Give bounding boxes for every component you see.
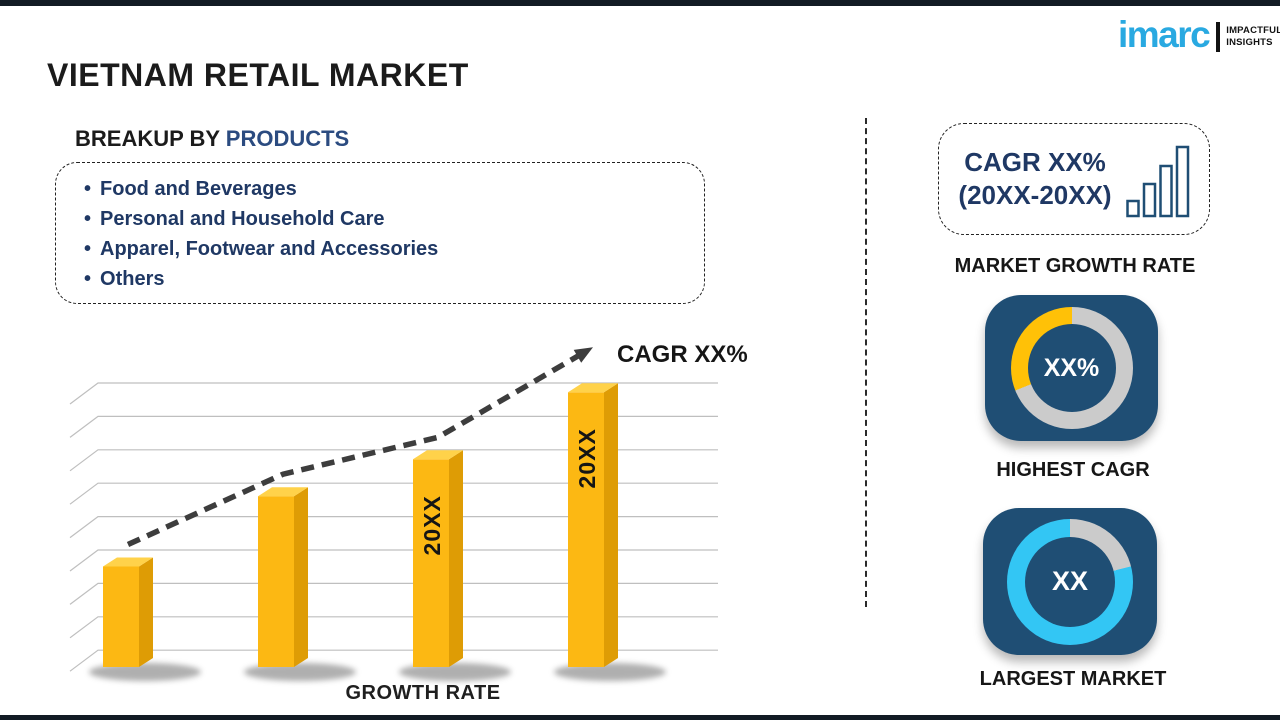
bar-year-label: 20XX	[419, 495, 445, 555]
logo-divider-bar	[1216, 21, 1221, 52]
list-item: • Food and Beverages	[84, 174, 684, 204]
largest-market-label: LARGEST MARKET	[979, 668, 1167, 690]
bar-chart-icon	[1125, 145, 1189, 218]
trend-arrowhead	[573, 347, 593, 363]
largest-market-donut-ring: XX	[1007, 518, 1133, 645]
market-growth-rate-label: MARKET GROWTH RATE	[954, 255, 1196, 277]
bar-shadow	[89, 663, 201, 681]
highest-cagr-label: HIGHEST CAGR	[996, 459, 1150, 481]
bullet-icon: •	[84, 238, 92, 260]
imarc-logo: imarc IMPACTFUL INSIGHTS	[1118, 16, 1280, 53]
bar	[103, 557, 153, 667]
bar	[258, 487, 308, 667]
bar: 20XX	[568, 383, 618, 667]
highest-cagr-card: XX%	[985, 295, 1158, 441]
imarc-logo-wordmark: imarc	[1118, 14, 1211, 55]
growth-rate-bar-chart: 20XX 20XX GROWTH RATE	[62, 330, 722, 708]
trend-cagr-label: CAGR XX%	[617, 341, 748, 368]
chart-x-axis-title: GROWTH RATE	[345, 682, 500, 704]
logo-tagline-line2: INSIGHTS	[1226, 36, 1273, 48]
cagr-summary-text: CAGR XX% (20XX-20XX)	[958, 146, 1111, 212]
highest-cagr-donut-hole: XX%	[1027, 324, 1116, 412]
page-title: VIETNAM RETAIL MARKET	[47, 57, 469, 93]
gridlines	[69, 382, 718, 672]
products-list-box: • Food and Beverages • Personal and Househo…	[55, 162, 705, 304]
logo-tagline: IMPACTFUL INSIGHTS	[1226, 25, 1280, 48]
list-item: • Personal and Household Care	[84, 204, 684, 234]
logo-tagline-line1: IMPACTFUL	[1226, 25, 1280, 37]
breakup-heading: BREAKUP BY PRODUCTS	[75, 126, 349, 152]
bullet-icon: •	[84, 208, 92, 230]
highest-cagr-value: XX%	[1043, 353, 1100, 382]
list-item-text: Food and Beverages	[100, 178, 297, 200]
cagr-value-line: CAGR XX%	[964, 147, 1106, 177]
bar-year-label: 20XX	[574, 428, 600, 488]
list-item-text: Others	[100, 268, 165, 290]
bullet-icon: •	[84, 178, 92, 200]
list-item-text: Personal and Household Care	[100, 208, 385, 230]
largest-market-card: XX	[983, 508, 1157, 655]
list-item-text: Apparel, Footwear and Accessories	[100, 238, 439, 260]
breakup-heading-highlight: PRODUCTS	[225, 126, 350, 151]
trend-line	[126, 352, 581, 548]
cagr-period-line: (20XX-20XX)	[958, 180, 1112, 210]
list-item: • Apparel, Footwear and Accessories	[84, 234, 684, 264]
cagr-summary-box: CAGR XX% (20XX-20XX)	[938, 123, 1210, 235]
bar-shadow	[554, 663, 666, 681]
highest-cagr-donut-ring: XX%	[1010, 307, 1133, 429]
bar-shadow	[399, 663, 511, 681]
largest-market-value: XX	[1051, 566, 1089, 596]
top-border	[0, 0, 1280, 6]
breakup-heading-prefix: BREAKUP BY	[75, 126, 226, 151]
largest-market-donut-hole: XX	[1025, 536, 1115, 627]
chart-canvas: 20XX 20XX GROWTH RATE	[69, 347, 718, 704]
bottom-border	[0, 715, 1280, 720]
list-item: • Others	[84, 264, 684, 294]
bullet-icon: •	[84, 268, 92, 290]
vertical-dashed-divider	[865, 118, 867, 607]
bar: 20XX	[413, 450, 463, 667]
bar-shadow	[244, 663, 356, 681]
